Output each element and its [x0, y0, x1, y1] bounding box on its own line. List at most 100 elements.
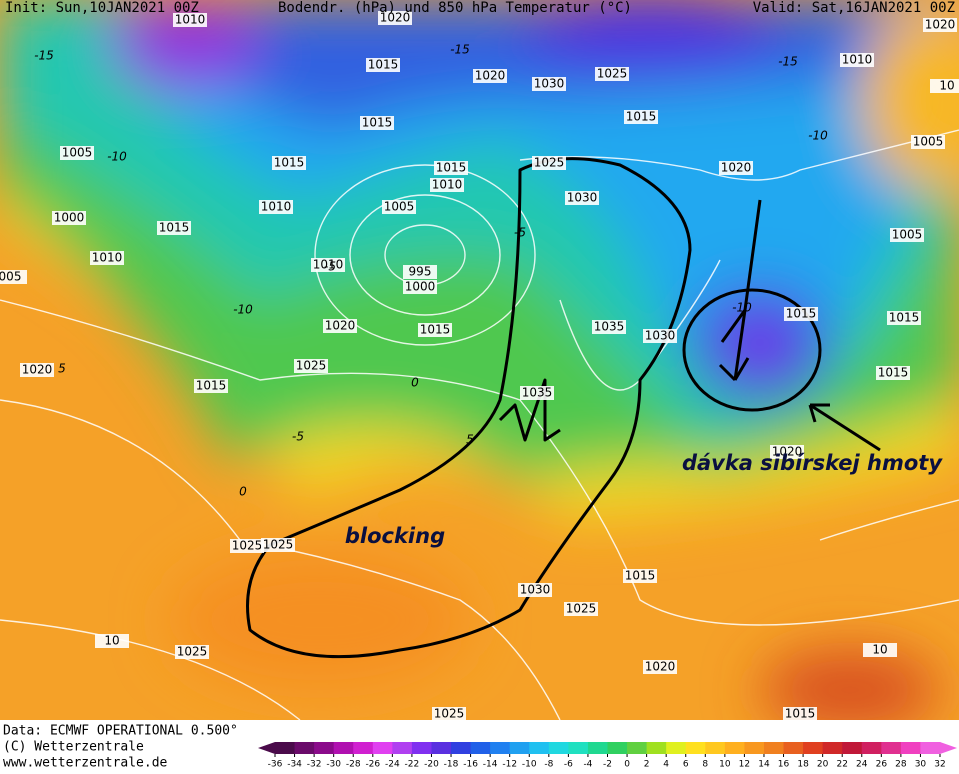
colorbar-tick-label: -8 [544, 760, 553, 770]
isobar-label-bg [923, 18, 957, 32]
isobar-label-bg [261, 538, 295, 552]
colorbar-tick-label: -6 [564, 760, 573, 770]
isobar-label: 1010 [261, 200, 292, 214]
colorbar-segment [920, 742, 941, 754]
blocking-annotation: blocking [345, 524, 445, 548]
isobar-label: 1020 [772, 445, 803, 459]
colorbar-tick-label: 30 [915, 760, 927, 770]
colorbar-tick-label: 20 [817, 760, 829, 770]
isobar-label-bg [20, 363, 54, 377]
isobar-label-bg [194, 379, 228, 393]
isobar-label: 1035 [522, 386, 553, 400]
isobar-label: 1010 [92, 251, 123, 265]
isobar-label-bg [863, 643, 897, 657]
temperature-label: -5 [292, 430, 304, 444]
colorbar-segment [744, 742, 765, 754]
isobar-label-bg [173, 13, 207, 27]
isobar-label-bg [784, 307, 818, 321]
isobar-label: 10 [872, 643, 887, 657]
isobar-label-bg [623, 569, 657, 583]
colorbar-segment [490, 742, 511, 754]
colorbar-tick-label: -12 [502, 760, 517, 770]
isobar-label: 1025 [296, 359, 327, 373]
isobar-label: 1025 [566, 602, 597, 616]
isobar-label: 005 [0, 270, 21, 284]
colorbar-tick-label: -30 [326, 760, 341, 770]
isobar-label: 1030 [520, 583, 551, 597]
isobar-label: 1020 [721, 161, 752, 175]
copyright: (C) Wetterzentrale [3, 740, 144, 755]
colorbar-tick-label: -10 [522, 760, 537, 770]
colorbar-segment [705, 742, 726, 754]
isobar-label-bg [520, 386, 554, 400]
colorbar-tick-label: -26 [365, 760, 380, 770]
isobar-label-bg [911, 135, 945, 149]
init-time: Init: Sun,10JAN2021 00Z [5, 0, 199, 16]
isobar-label: 1025 [534, 156, 565, 170]
isobar-label-bg [294, 359, 328, 373]
isobar-label: 1025 [434, 707, 465, 721]
siberian-annotation: dávka sibírskej hmoty [682, 451, 943, 475]
isobar-label-bg [52, 211, 86, 225]
temperature-label: -10 [732, 301, 752, 315]
isobar-label-bg [60, 146, 94, 160]
colorbar-segment [294, 742, 315, 754]
colorbar-tick-label: 0 [624, 760, 630, 770]
isobar-label: 1005 [892, 228, 923, 242]
colorbar-tick-label: 24 [856, 760, 868, 770]
isobar-labels: 1010 102010151020103010251015101010201010… [0, 11, 959, 721]
temperature-label: -5 [324, 260, 336, 274]
hand-drawn-outlines [246, 157, 881, 659]
colorbar-tick-label: 22 [836, 760, 847, 770]
colorbar-tick-label: -24 [385, 760, 400, 770]
colorbar-segment [724, 742, 745, 754]
colorbar-tick-label: -16 [463, 760, 478, 770]
isobar-label: 10 [939, 79, 954, 93]
isobar-label-bg [382, 200, 416, 214]
temperature-label: 5 [58, 362, 66, 376]
isobar-label-bg [378, 11, 412, 25]
isobar-label: 1035 [594, 320, 625, 334]
isobar-label: 1020 [22, 363, 53, 377]
temperature-label: -15 [34, 49, 54, 63]
isobar-label: 1000 [405, 280, 436, 294]
isobar-label-bg [90, 251, 124, 265]
colorbar-segment [666, 742, 687, 754]
isobar-label: 1025 [263, 538, 294, 552]
isobar-label: 1030 [567, 191, 598, 205]
colorbar-tick-label: 8 [702, 760, 708, 770]
isobar-label: 1005 [62, 146, 93, 160]
colorbar-segment [803, 742, 824, 754]
colorbar-segment [392, 742, 413, 754]
map-title: Bodendr. (hPa) und 850 hPa Temperatur (°… [278, 0, 632, 16]
isobar-label: 1015 [626, 110, 657, 124]
isobar-label: 1020 [645, 660, 676, 674]
colorbar-tick-label: -14 [483, 760, 498, 770]
isobar-label: 1015 [420, 323, 451, 337]
colorbar-tick-label: -34 [287, 760, 302, 770]
colorbar-tick-label: 18 [797, 760, 809, 770]
isobar-label: 1030 [534, 77, 565, 91]
colorbar-tick-label: -2 [603, 760, 612, 770]
isobar-label-bg [95, 634, 129, 648]
isobar-label: 1025 [232, 539, 263, 553]
isobar-label-bg [418, 323, 452, 337]
isobar-label-bg [403, 280, 437, 294]
colorbar-segment [333, 742, 354, 754]
isobar-label: 1010 [432, 178, 463, 192]
colorbar-tick-label: 14 [758, 760, 770, 770]
isobar-label: 1015 [889, 311, 920, 325]
isobar-label-bg [175, 645, 209, 659]
temperature-label: 5 [466, 433, 474, 447]
isobar-label-bg [532, 156, 566, 170]
isobar-label: 1025 [597, 67, 628, 81]
isobar-label: 10 [104, 634, 119, 648]
colorbar-tick-label: -4 [583, 760, 592, 770]
isobar-label: 1005 [384, 200, 415, 214]
isobar-label: 1010 [313, 258, 344, 272]
colorbar-segment [763, 742, 785, 754]
isobar-label-bg [643, 660, 677, 674]
isobar-label: 1025 [177, 645, 208, 659]
isobar-label-bg [360, 116, 394, 130]
